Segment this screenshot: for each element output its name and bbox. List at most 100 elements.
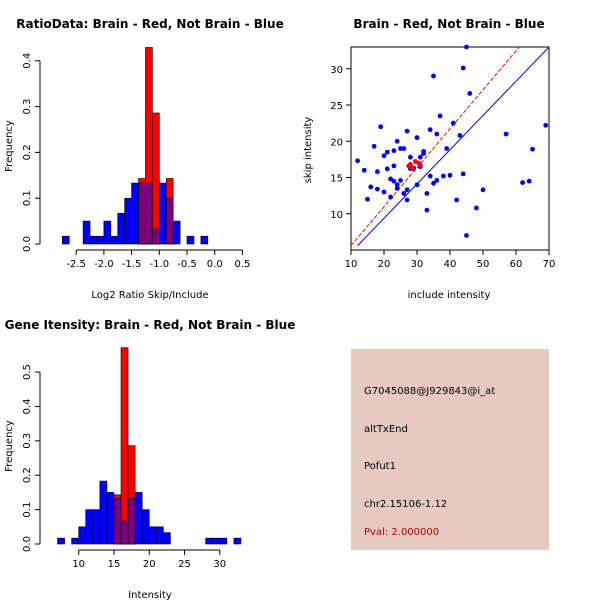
fit-line-brain <box>351 47 520 246</box>
point-not-brain <box>503 131 509 137</box>
point-not-brain <box>394 185 400 191</box>
ratio-histogram: RatioData: Brain - Red, Not Brain - Blue… <box>4 17 284 301</box>
intensity-scatter: Brain - Red, Not Brain - Blue include in… <box>303 17 555 301</box>
point-not-brain <box>467 91 473 96</box>
point-not-brain <box>434 178 440 183</box>
y-axis-label: Frequency <box>4 120 15 172</box>
y-tick-label: 0.5 <box>22 364 33 380</box>
bar-not-brain <box>71 537 79 545</box>
bar-not-brain <box>99 480 108 545</box>
y-tick-label: 0.2 <box>22 144 33 160</box>
point-not-brain <box>460 65 466 71</box>
bar-not-brain <box>159 182 167 245</box>
point-not-brain <box>424 191 430 196</box>
y-tick-label: 0.2 <box>22 467 33 483</box>
point-not-brain <box>520 180 525 185</box>
point-not-brain <box>378 124 384 130</box>
point-not-brain <box>401 146 407 151</box>
point-not-brain <box>368 184 374 190</box>
point-not-brain <box>530 146 535 152</box>
x-axis-label: include intensity <box>408 290 491 301</box>
x-tick-label: -0.5 <box>177 259 197 270</box>
fit-line-not-brain <box>357 47 549 246</box>
y-tick-label: 0.1 <box>22 190 33 206</box>
p-value: Pval: 2.000000 <box>364 527 440 538</box>
point-not-brain <box>480 187 486 193</box>
point-not-brain <box>384 149 390 155</box>
point-not-brain <box>424 207 430 213</box>
point-not-brain <box>404 197 410 203</box>
bar-not-brain <box>163 532 171 545</box>
bar-not-brain <box>233 537 242 545</box>
point-not-brain <box>394 182 400 188</box>
x-tick-label: -2.0 <box>94 259 114 270</box>
point-not-brain <box>391 163 397 169</box>
point-not-brain <box>408 154 413 160</box>
point-not-brain <box>417 154 423 160</box>
point-not-brain <box>381 189 387 195</box>
x-tick-label: 30 <box>213 559 226 570</box>
point-not-brain <box>398 146 403 151</box>
bar-not-brain <box>148 526 157 545</box>
bar-overlap <box>145 182 153 245</box>
point-not-brain <box>457 133 463 138</box>
bar-not-brain <box>96 235 105 245</box>
point-not-brain <box>355 158 360 164</box>
y-axis-label: skip intensity <box>303 117 314 184</box>
bar-not-brain <box>141 509 150 545</box>
y-tick-label: 25 <box>330 101 343 112</box>
bar-not-brain <box>78 526 87 545</box>
x-axis-label: Log2 Ratio Skip/Include <box>91 290 208 301</box>
y-tick-label: 10 <box>330 210 343 221</box>
x-tick-label: 10 <box>345 259 358 270</box>
x-tick-label: -1.0 <box>150 259 170 270</box>
x-tick-label: 70 <box>543 259 556 270</box>
point-not-brain <box>384 166 390 172</box>
point-not-brain <box>454 197 459 203</box>
y-axis-label: Frequency <box>4 420 15 472</box>
bar-not-brain <box>172 220 181 245</box>
x-tick-label: 40 <box>444 259 457 270</box>
point-not-brain <box>474 205 479 211</box>
bar-overlap <box>127 497 136 545</box>
y-tick-label: 0.3 <box>22 99 33 115</box>
x-tick-label: -1.5 <box>122 259 142 270</box>
y-tick-label: 0.3 <box>22 433 33 449</box>
point-not-brain <box>427 127 433 133</box>
event-type: altTxEnd <box>364 424 408 435</box>
genomic-location: chr2.15106-1.12 <box>364 499 448 510</box>
point-not-brain <box>543 122 549 128</box>
point-not-brain <box>444 146 450 151</box>
point-not-brain <box>460 171 466 177</box>
y-tick-label: 0.4 <box>22 399 33 415</box>
point-not-brain <box>365 196 370 202</box>
y-tick-label: 15 <box>330 174 343 185</box>
bar-not-brain <box>89 235 98 245</box>
point-not-brain <box>398 178 403 183</box>
point-not-brain <box>391 178 397 184</box>
bar-not-brain <box>212 537 221 545</box>
x-axis-label: Intensity <box>128 590 172 600</box>
bar-not-brain <box>92 509 101 545</box>
x-tick-label: 60 <box>510 259 523 270</box>
point-brain <box>409 166 415 172</box>
bar-not-brain <box>155 526 164 545</box>
bar-overlap <box>152 228 160 245</box>
probe-info-panel: G7045088@J929843@i_at altTxEnd Pofut1 ch… <box>351 349 549 550</box>
chart-title: RatioData: Brain - Red, Not Brain - Blue <box>16 17 283 31</box>
x-tick-label: -2.5 <box>66 259 86 270</box>
point-not-brain <box>427 173 433 179</box>
x-tick-label: 0.5 <box>235 259 251 270</box>
point-not-brain <box>391 148 397 154</box>
point-not-brain <box>437 113 443 119</box>
bar-not-brain <box>85 509 94 545</box>
bar-not-brain <box>117 213 125 245</box>
probe-id: G7045088@J929843@i_at <box>364 386 496 397</box>
point-not-brain <box>361 167 367 173</box>
bar-not-brain <box>219 537 228 545</box>
x-tick-label: 10 <box>72 559 85 570</box>
point-not-brain <box>464 44 469 50</box>
point-not-brain <box>371 143 377 149</box>
y-tick-label: 30 <box>330 65 343 76</box>
bar-not-brain <box>186 235 195 245</box>
